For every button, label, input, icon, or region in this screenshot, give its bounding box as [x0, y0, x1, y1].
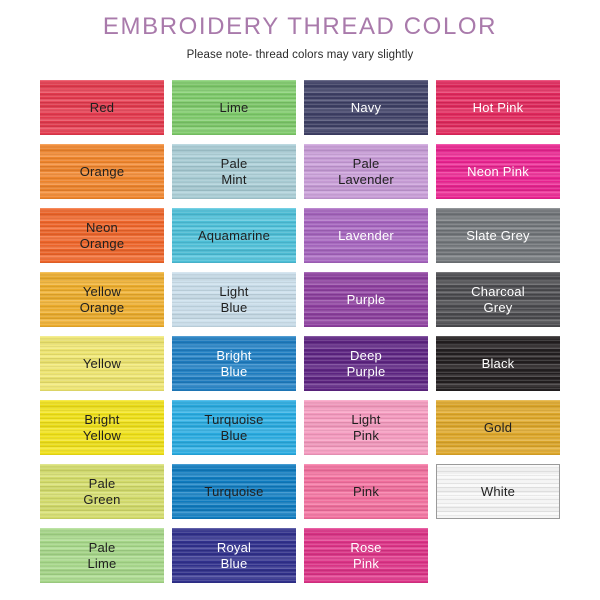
color-swatch-hot-pink[interactable]: Hot Pink — [436, 80, 560, 135]
swatch-label: Rose Pink — [350, 540, 382, 571]
swatch-label: Pale Lavender — [338, 156, 394, 187]
swatch-cell: Turquoise Blue — [172, 400, 296, 455]
color-swatch-red[interactable]: Red — [40, 80, 164, 135]
color-swatch-turquoise[interactable]: Turquoise — [172, 464, 296, 519]
swatch-label: Orange — [79, 163, 125, 179]
swatch-cell: Lavender — [304, 208, 428, 263]
swatch-cell: Pale Lime — [40, 528, 164, 583]
swatch-label: Turquoise Blue — [204, 412, 264, 443]
swatch-cell: Deep Purple — [304, 336, 428, 391]
color-swatch-slate-grey[interactable]: Slate Grey — [436, 208, 560, 263]
color-swatch-aquamarine[interactable]: Aquamarine — [172, 208, 296, 263]
color-swatch-pale-lime[interactable]: Pale Lime — [40, 528, 164, 583]
swatch-label: Yellow Orange — [79, 284, 125, 315]
color-swatch-purple[interactable]: Purple — [304, 272, 428, 327]
color-swatch-orange[interactable]: Orange — [40, 144, 164, 199]
swatch-grid: Red Lime Navy Hot Pink Orange Pale Mint Pale L… — [40, 80, 560, 583]
swatch-label: Gold — [483, 419, 513, 435]
swatch-cell: Light Blue — [172, 272, 296, 327]
color-swatch-pale-mint[interactable]: Pale Mint — [172, 144, 296, 199]
swatch-cell: White — [436, 464, 560, 519]
swatch-cell: Pale Green — [40, 464, 164, 519]
color-swatch-navy[interactable]: Navy — [304, 80, 428, 135]
color-swatch-neon-orange[interactable]: Neon Orange — [40, 208, 164, 263]
swatch-cell: Pale Mint — [172, 144, 296, 199]
swatch-label: Light Blue — [219, 284, 249, 315]
swatch-cell: Red — [40, 80, 164, 135]
swatch-cell: Yellow Orange — [40, 272, 164, 327]
swatch-cell: Aquamarine — [172, 208, 296, 263]
color-swatch-black[interactable]: Black — [436, 336, 560, 391]
swatch-cell: Bright Yellow — [40, 400, 164, 455]
swatch-label: Yellow — [82, 355, 122, 371]
color-swatch-rose-pink[interactable]: Rose Pink — [304, 528, 428, 583]
color-swatch-light-pink[interactable]: Light Pink — [304, 400, 428, 455]
color-swatch-white[interactable]: White — [436, 464, 560, 519]
color-swatch-pale-green[interactable]: Pale Green — [40, 464, 164, 519]
swatch-label: Deep Purple — [346, 348, 386, 379]
swatch-cell: Royal Blue — [172, 528, 296, 583]
swatch-label: Charcoal Grey — [471, 284, 525, 315]
chart-header: EMBROIDERY THREAD COLOR Please note- thr… — [0, 0, 600, 61]
color-swatch-turquoise-blue[interactable]: Turquoise Blue — [172, 400, 296, 455]
swatch-cell: Gold — [436, 400, 560, 455]
page-title: EMBROIDERY THREAD COLOR — [102, 13, 498, 40]
swatch-cell: Hot Pink — [436, 80, 560, 135]
swatch-cell: Pale Lavender — [304, 144, 428, 199]
swatch-label: Light Pink — [351, 412, 381, 443]
swatch-cell: Slate Grey — [436, 208, 560, 263]
swatch-cell: Black — [436, 336, 560, 391]
color-swatch-lime[interactable]: Lime — [172, 80, 296, 135]
color-swatch-bright-yellow[interactable]: Bright Yellow — [40, 400, 164, 455]
swatch-label: Slate Grey — [466, 227, 530, 243]
swatch-label: Black — [481, 355, 515, 371]
swatch-label: Navy — [350, 99, 382, 115]
swatch-label: Turquoise — [204, 483, 264, 499]
swatch-label: Lime — [219, 99, 249, 115]
swatch-label: Aquamarine — [197, 227, 271, 243]
color-swatch-yellow-orange[interactable]: Yellow Orange — [40, 272, 164, 327]
swatch-cell: Lime — [172, 80, 296, 135]
color-swatch-deep-purple[interactable]: Deep Purple — [304, 336, 428, 391]
swatch-label: Bright Yellow — [82, 412, 122, 443]
swatch-cell: Neon Orange — [40, 208, 164, 263]
swatch-label: Purple — [346, 291, 386, 307]
swatch-label: Bright Blue — [216, 348, 252, 379]
swatch-label: Pink — [352, 483, 380, 499]
swatch-cell: Pink — [304, 464, 428, 519]
swatch-cell: Turquoise — [172, 464, 296, 519]
color-swatch-bright-blue[interactable]: Bright Blue — [172, 336, 296, 391]
swatch-cell: Rose Pink — [304, 528, 428, 583]
chart-subtitle: Please note- thread colors may vary slig… — [186, 49, 414, 62]
swatch-label: Red — [89, 99, 115, 115]
color-swatch-gold[interactable]: Gold — [436, 400, 560, 455]
color-swatch-charcoal-grey[interactable]: Charcoal Grey — [436, 272, 560, 327]
swatch-label: Pale Green — [83, 476, 121, 507]
swatch-label: White — [480, 483, 516, 499]
swatch-cell-empty — [436, 528, 560, 583]
swatch-label: Lavender — [338, 227, 394, 243]
color-swatch-yellow[interactable]: Yellow — [40, 336, 164, 391]
swatch-label: Pale Mint — [220, 156, 248, 187]
swatch-cell: Bright Blue — [172, 336, 296, 391]
swatch-cell: Charcoal Grey — [436, 272, 560, 327]
color-swatch-royal-blue[interactable]: Royal Blue — [172, 528, 296, 583]
swatch-cell: Light Pink — [304, 400, 428, 455]
swatch-cell: Navy — [304, 80, 428, 135]
swatch-cell: Purple — [304, 272, 428, 327]
color-swatch-neon-pink[interactable]: Neon Pink — [436, 144, 560, 199]
color-swatch-pink[interactable]: Pink — [304, 464, 428, 519]
color-swatch-lavender[interactable]: Lavender — [304, 208, 428, 263]
swatch-cell: Yellow — [40, 336, 164, 391]
color-swatch-light-blue[interactable]: Light Blue — [172, 272, 296, 327]
swatch-label: Neon Orange — [79, 220, 125, 251]
swatch-cell: Neon Pink — [436, 144, 560, 199]
swatch-cell: Orange — [40, 144, 164, 199]
color-swatch-pale-lavender[interactable]: Pale Lavender — [304, 144, 428, 199]
swatch-label: Neon Pink — [467, 163, 529, 179]
swatch-label: Pale Lime — [87, 540, 117, 571]
swatch-label: Hot Pink — [472, 99, 524, 115]
swatch-label: Royal Blue — [216, 540, 252, 571]
